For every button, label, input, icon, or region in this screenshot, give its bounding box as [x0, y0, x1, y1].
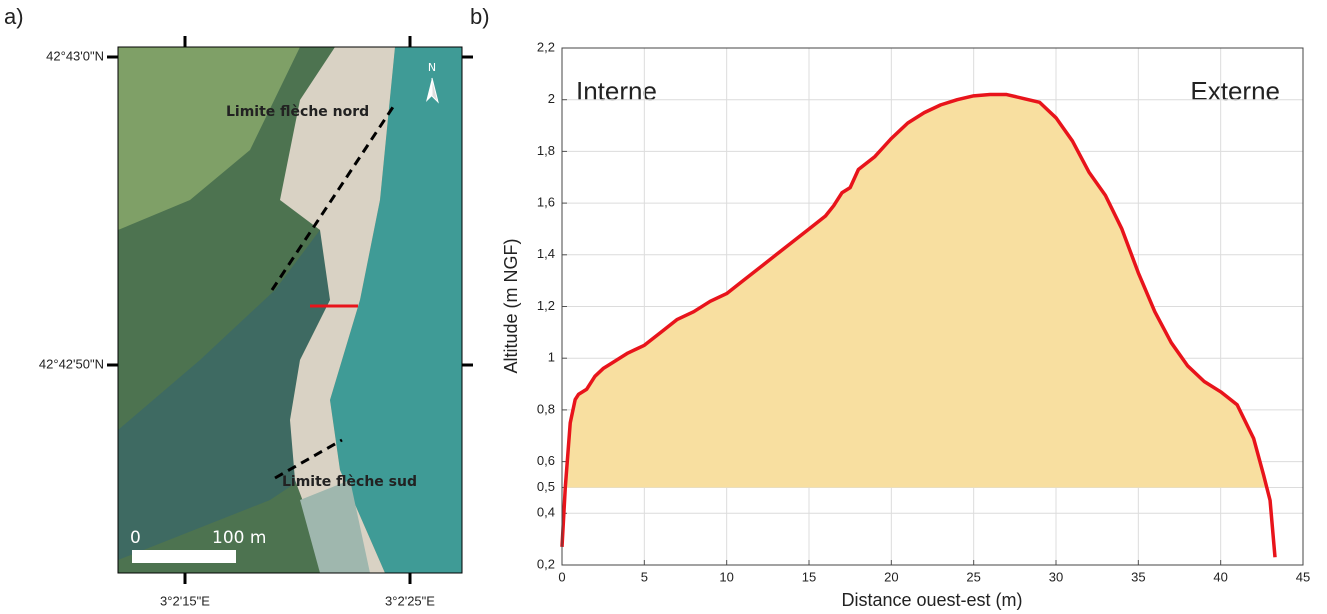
plot: 0 5 10 15 20 25 30 35 40 45 0,2 0,4 0,5 0,6 0,8 1 1,2 1,4…	[537, 39, 1310, 584]
map-ticks	[107, 36, 473, 584]
lon-label: 3°2'25"E	[385, 593, 435, 608]
x-tick-label: 0	[558, 569, 565, 584]
x-tick-label: 25	[966, 569, 980, 584]
y-tick-label: 2,2	[537, 39, 555, 54]
north-label: N	[428, 61, 436, 74]
line	[560, 92, 1277, 558]
y-tick-label: 0,8	[537, 401, 555, 416]
limit-line	[270, 103, 397, 291]
map-annotation: Limite flèche nord	[226, 104, 369, 120]
map-sea	[330, 47, 462, 573]
y-tick-label: 1,6	[537, 195, 555, 210]
annotation: Interne	[576, 76, 657, 106]
y-tick-label: 1,4	[537, 246, 555, 261]
y-tick-label: 1	[548, 350, 555, 365]
panel-label: b)	[470, 4, 490, 29]
y-tick-label: 0,4	[537, 505, 555, 520]
map-shoal	[300, 480, 370, 573]
y-tick-label: 2	[548, 91, 555, 106]
lat-label: 42°43'0"N	[46, 48, 104, 63]
x-tick-label: 45	[1296, 569, 1310, 584]
map-spit	[280, 47, 395, 573]
x-tick-label: 40	[1213, 569, 1227, 584]
north-arrow	[426, 78, 432, 102]
plot-frame	[561, 47, 1304, 566]
map-fields	[118, 47, 300, 230]
x-tick-label: 10	[719, 569, 733, 584]
y-tick-label: 1,8	[537, 143, 555, 158]
north-arrow	[431, 77, 439, 104]
map-annotation: Limite flèche sud	[282, 474, 417, 490]
scale-bar	[132, 550, 236, 563]
y-axis-label: Altitude (m NGF)	[501, 238, 521, 373]
scale-label: 100 m	[212, 528, 266, 548]
x-tick-label: 30	[1049, 569, 1063, 584]
limit-line	[274, 438, 343, 480]
y-tick-label: 0,6	[537, 453, 555, 468]
y-tick-label: 0,2	[537, 556, 555, 571]
x-tick-label: 35	[1131, 569, 1145, 584]
annotation: Externe	[1190, 76, 1280, 106]
y-tick-label: 1,2	[537, 298, 555, 313]
y-tick-label: 0,5	[537, 479, 555, 494]
map	[107, 36, 473, 584]
x-tick-label: 5	[641, 569, 648, 584]
x-axis-label: Distance ouest-est (m)	[841, 590, 1022, 610]
x-tick-label: 15	[802, 569, 816, 584]
lon-label: 3°2'15"E	[160, 593, 210, 608]
panel-label: a)	[4, 4, 24, 29]
area	[562, 94, 1276, 488]
scale-label: 0	[130, 528, 141, 548]
lat-label: 42°42'50"N	[39, 356, 104, 371]
map-frame	[117, 46, 463, 574]
x-tick-label: 20	[884, 569, 898, 584]
